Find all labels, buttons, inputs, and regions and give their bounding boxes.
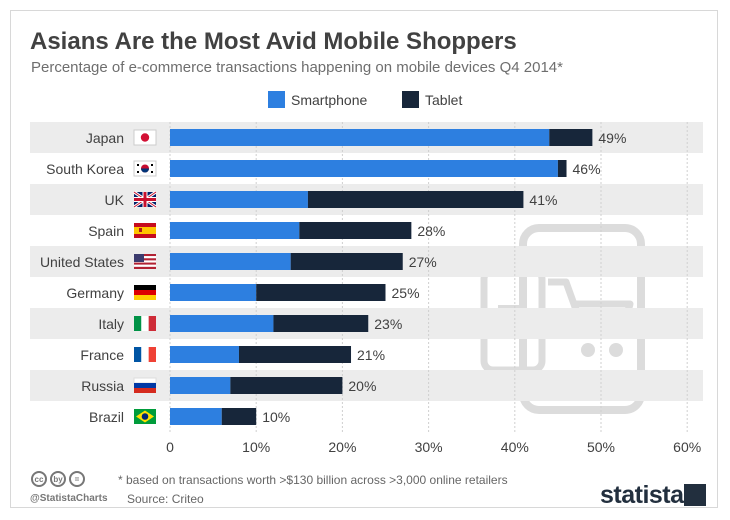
bar-tablet bbox=[221, 408, 257, 425]
chart-subtitle: Percentage of e-commerce transactions ha… bbox=[31, 59, 563, 76]
cc-icon: cc bbox=[31, 471, 47, 487]
bar-smartphone bbox=[170, 222, 300, 239]
bar-smartphone bbox=[170, 408, 222, 425]
cart-wheel bbox=[581, 343, 595, 357]
brand-logo: statista bbox=[600, 481, 684, 509]
category-label: United States bbox=[40, 254, 124, 270]
social-handle: @StatistaCharts bbox=[30, 493, 108, 504]
category-label: Brazil bbox=[89, 409, 124, 425]
bar-smartphone bbox=[170, 160, 558, 177]
flag-uk-icon bbox=[133, 190, 157, 209]
x-tick-label: 0 bbox=[166, 439, 174, 455]
value-label: 25% bbox=[392, 285, 420, 301]
x-tick-label: 10% bbox=[242, 439, 270, 455]
legend-swatch bbox=[402, 91, 419, 108]
category-label: France bbox=[80, 347, 124, 363]
bar-smartphone bbox=[170, 253, 291, 270]
category-label: Russia bbox=[81, 378, 124, 394]
row-stripes bbox=[30, 122, 703, 401]
legend-swatch bbox=[268, 91, 285, 108]
value-label: 10% bbox=[262, 409, 290, 425]
category-label: South Korea bbox=[46, 161, 124, 177]
category-labels: Japan South Korea UK Spain United States Germ… bbox=[40, 130, 125, 425]
value-label: 23% bbox=[374, 316, 402, 332]
x-tick-label: 40% bbox=[501, 439, 529, 455]
flag-south-korea-icon bbox=[133, 160, 157, 177]
source-note: Source: Criteo bbox=[127, 492, 204, 506]
legend-label: Smartphone bbox=[291, 92, 367, 108]
bar-smartphone bbox=[170, 284, 257, 301]
license-icons: cc by = bbox=[31, 471, 85, 487]
value-label: 28% bbox=[417, 223, 445, 239]
bar-tablet bbox=[290, 253, 403, 270]
no-derivatives-icon: = bbox=[69, 471, 85, 487]
bar-smartphone bbox=[170, 377, 231, 394]
value-label: 49% bbox=[598, 130, 626, 146]
cart-wheel bbox=[609, 343, 623, 357]
bar-tablet bbox=[256, 284, 386, 301]
footnote: * based on transactions worth >$130 bill… bbox=[118, 473, 508, 487]
x-tick-label: 30% bbox=[415, 439, 443, 455]
flag-italy-icon bbox=[134, 316, 156, 331]
value-labels: 49% 46% 41% 28% 27% 25% 23% 21% 20% 10% bbox=[262, 130, 626, 425]
bar-tablet bbox=[299, 222, 412, 239]
attribution-icon: by bbox=[50, 471, 66, 487]
x-tick-label: 60% bbox=[673, 439, 701, 455]
flags bbox=[133, 129, 157, 424]
category-label: Italy bbox=[98, 316, 124, 332]
flag-japan-icon bbox=[133, 129, 157, 146]
flag-germany-icon bbox=[134, 285, 156, 300]
value-label: 46% bbox=[573, 161, 601, 177]
category-label: Japan bbox=[86, 130, 124, 146]
value-label: 41% bbox=[529, 192, 557, 208]
brand-logo-icon bbox=[684, 484, 706, 506]
bar-tablet bbox=[238, 346, 352, 363]
bar-smartphone bbox=[170, 191, 308, 208]
bars bbox=[170, 129, 593, 425]
flag-russia-icon bbox=[133, 377, 157, 393]
flag-brazil-icon bbox=[134, 409, 156, 424]
flag-france-icon bbox=[134, 347, 156, 362]
chart-title: Asians Are the Most Avid Mobile Shoppers bbox=[30, 28, 517, 55]
bar-tablet bbox=[557, 160, 567, 177]
value-label: 20% bbox=[348, 378, 376, 394]
bar-tablet bbox=[549, 129, 593, 146]
x-tick-label: 50% bbox=[587, 439, 615, 455]
category-label: Germany bbox=[66, 285, 124, 301]
bar-smartphone bbox=[170, 346, 239, 363]
bar-tablet bbox=[230, 377, 343, 394]
bar-smartphone bbox=[170, 315, 274, 332]
x-tick-label: 20% bbox=[328, 439, 356, 455]
bar-tablet bbox=[307, 191, 524, 208]
legend: Smartphone Tablet bbox=[268, 91, 462, 108]
value-label: 27% bbox=[409, 254, 437, 270]
category-label: UK bbox=[105, 192, 125, 208]
legend-label: Tablet bbox=[425, 92, 462, 108]
bar-tablet bbox=[273, 315, 369, 332]
flag-usa-icon bbox=[134, 254, 156, 269]
category-label: Spain bbox=[88, 223, 124, 239]
bar-smartphone bbox=[170, 129, 550, 146]
value-label: 21% bbox=[357, 347, 385, 363]
flag-spain-icon bbox=[134, 223, 156, 238]
x-axis-ticks: 0 10% 20% 30% 40% 50% 60% bbox=[166, 439, 701, 455]
